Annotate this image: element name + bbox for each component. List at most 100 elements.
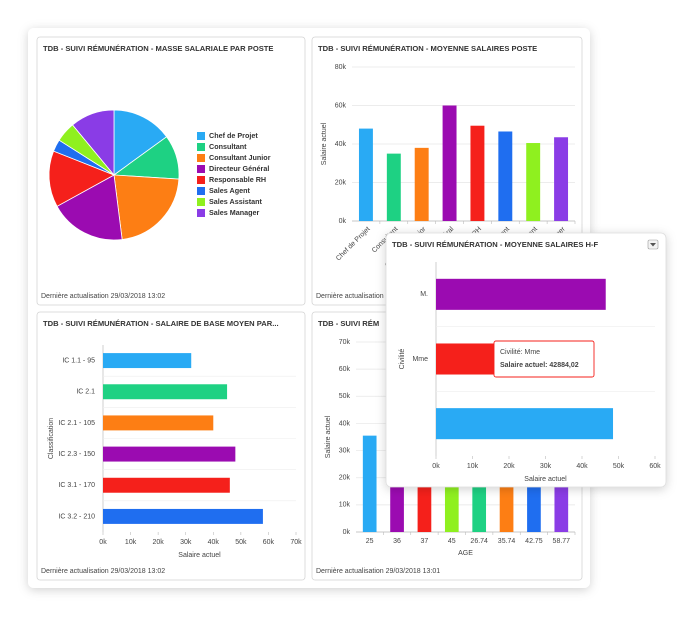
panel-title: TDB - SUIVI RÉMUNÉRATION - SALAIRE DE BA… <box>43 319 279 328</box>
panel-title: TDB - SUIVI RÉMUNÉRATION - MASSE SALARIA… <box>43 44 274 53</box>
y-tick-label: 20k <box>335 179 347 186</box>
y-axis-label: Civilité <box>399 349 406 370</box>
panel-title: TDB - SUIVI RÉMUNÉRATION - MOYENNE SALAI… <box>392 240 599 249</box>
bar <box>103 477 230 493</box>
y-tick-label: IC 1.1 - 95 <box>62 357 95 364</box>
legend-label: Sales Agent <box>209 186 250 195</box>
y-tick-label: IC 2.3 - 150 <box>58 451 95 458</box>
bar <box>526 143 541 221</box>
legend-swatch <box>197 132 205 140</box>
y-tick-label: 20k <box>339 475 351 482</box>
y-axis-label: Classification <box>48 418 55 459</box>
legend-label: Sales Assistant <box>209 197 262 206</box>
bar <box>103 508 263 524</box>
bar <box>358 128 373 221</box>
y-tick-label: 60k <box>335 102 347 109</box>
bar <box>442 105 457 221</box>
panel: TDB - SUIVI RÉMUNÉRATION - SALAIRE DE BA… <box>36 311 306 581</box>
panel-footer: Dernière actualisation 29/03/2018 13:01 <box>316 568 440 575</box>
y-tick-label: 0k <box>339 218 347 225</box>
bar <box>554 137 569 221</box>
y-tick-label: IC 3.2 - 210 <box>58 513 95 520</box>
bar <box>470 125 485 221</box>
y-tick-label: 70k <box>339 339 351 346</box>
legend-swatch <box>197 176 205 184</box>
y-tick-label: 80k <box>335 64 347 71</box>
panel-footer: Dernière actualisation 29/03/2018 13:02 <box>41 293 165 300</box>
bar <box>103 415 214 431</box>
legend-label: Sales Manager <box>209 208 260 217</box>
pie-slice <box>113 109 168 176</box>
legend-label: Chef de Projet <box>209 131 258 140</box>
bar <box>436 408 614 440</box>
bar <box>386 153 401 221</box>
y-tick-label: Mme <box>412 356 428 363</box>
y-tick-label: 40k <box>335 141 347 148</box>
legend-swatch <box>197 165 205 173</box>
panel-title: TDB - SUIVI RÉMUNÉRATION - MOYENNE SALAI… <box>318 44 537 53</box>
legend-label: Consultant Junior <box>209 153 271 162</box>
y-tick-label: 30k <box>339 447 351 454</box>
y-tick-label: IC 3.1 - 170 <box>58 482 95 489</box>
legend-swatch <box>197 198 205 206</box>
legend-swatch <box>197 209 205 217</box>
panel-footer: Dernière actualisation 29/03/2018 13:02 <box>41 568 165 575</box>
x-tick-label: 45 <box>448 538 456 545</box>
x-tick-label: 35.74 <box>498 538 516 545</box>
tooltip-line: Civilité: Mme <box>500 349 540 356</box>
x-tick-label: 10k <box>125 539 137 546</box>
y-tick-label: IC 2.1 - 105 <box>58 420 95 427</box>
y-tick-label: 40k <box>339 420 351 427</box>
legend-label: Directeur Général <box>209 164 269 173</box>
x-tick-label: 25 <box>366 538 374 545</box>
x-tick-label: 10k <box>467 463 479 470</box>
pie-slice <box>72 109 115 177</box>
x-tick-label: 0k <box>432 463 440 470</box>
legend-swatch <box>197 143 205 151</box>
legend-label: Consultant <box>209 142 247 151</box>
x-tick-label: 30k <box>180 539 192 546</box>
y-tick-label: 60k <box>339 366 351 373</box>
bar <box>436 278 606 310</box>
y-tick-label: 0k <box>343 529 351 536</box>
x-tick-label: 42.75 <box>525 538 543 545</box>
x-tick-label: 50k <box>235 539 247 546</box>
pie-slice <box>113 174 180 240</box>
panel-footer: Dernière actualisation <box>316 293 384 300</box>
legend-swatch <box>197 154 205 162</box>
panel: TDB - SUIVI RÉMUNÉRATION - MASSE SALARIA… <box>36 36 306 306</box>
bar <box>362 435 377 532</box>
x-tick-label: 36 <box>393 538 401 545</box>
tooltip-line: Salaire actuel: 42884,02 <box>500 362 579 369</box>
x-tick-label: 20k <box>503 463 515 470</box>
dropdown-arrow <box>650 243 656 247</box>
bar <box>103 353 192 369</box>
bar <box>414 147 429 221</box>
x-tick-label: 50k <box>613 463 625 470</box>
x-axis-label: Salaire actuel <box>178 552 221 559</box>
bar <box>103 446 236 462</box>
x-tick-label: 70k <box>290 539 302 546</box>
pie-slice <box>48 150 115 207</box>
x-tick-label: 26.74 <box>470 538 488 545</box>
x-axis-label: Salaire actuel <box>524 476 567 483</box>
x-tick-label: 60k <box>649 463 661 470</box>
legend-swatch <box>197 187 205 195</box>
x-tick-label: 60k <box>263 539 275 546</box>
x-tick-label: 30k <box>540 463 552 470</box>
x-tick-label: 40k <box>576 463 588 470</box>
y-axis-label: Salaire actuel <box>325 415 332 458</box>
pie-slice <box>56 174 123 241</box>
y-tick-label: M. <box>420 291 428 298</box>
bar <box>103 384 228 400</box>
panel-title: TDB - SUIVI RÉM <box>318 319 379 328</box>
panel: TDB - SUIVI RÉMUNÉRATION - MOYENNE SALAI… <box>385 232 667 488</box>
y-tick-label: IC 2.1 <box>76 389 95 396</box>
x-axis-label: AGE <box>458 550 473 557</box>
bar <box>498 131 513 221</box>
legend-label: Responsable RH <box>209 175 266 184</box>
x-tick-label: 58.77 <box>553 538 571 545</box>
x-tick-label: 20k <box>152 539 164 546</box>
x-tick-label: 0k <box>99 539 107 546</box>
